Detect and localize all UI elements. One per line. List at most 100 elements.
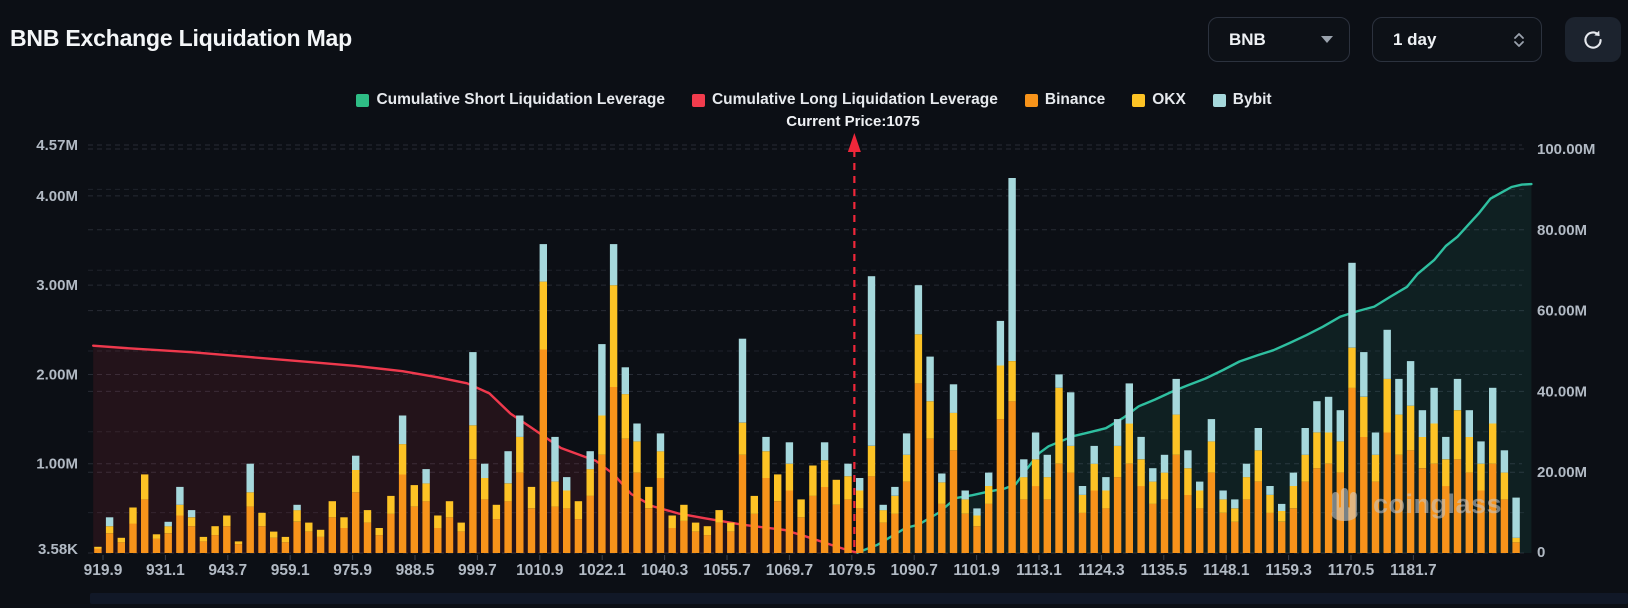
bar-segment-okx — [656, 451, 665, 478]
bar-segment-okx — [1254, 450, 1262, 482]
bar-segment-okx — [574, 501, 583, 520]
bar-segment-okx — [1078, 495, 1087, 513]
bar-segment-binance — [199, 541, 208, 553]
bar-segment-binance — [281, 542, 290, 553]
bar-segment-bybit — [1324, 396, 1333, 433]
bar-segment-okx — [1242, 477, 1251, 500]
current-price-marker — [847, 133, 861, 553]
legend-swatch-bybit — [1212, 93, 1226, 107]
bar-segment-bybit — [914, 285, 923, 335]
bar-segment-okx — [1067, 445, 1075, 473]
bar-segment-okx — [844, 476, 852, 500]
svg-text:100.00M: 100.00M — [1537, 141, 1595, 158]
bar-segment-okx — [1383, 378, 1391, 433]
bar-segment-binance — [996, 419, 1005, 553]
bar-segment-bybit — [1512, 497, 1520, 538]
svg-text:959.1: 959.1 — [271, 562, 310, 579]
bar-segment-binance — [844, 499, 852, 553]
bar-segment-binance — [1125, 463, 1133, 553]
axis-labels: 4.57M 4.00M 3.00M 2.00M 1.00M 3.58K 100.00M 80.… — [36, 137, 1595, 579]
bar-segment-binance — [1008, 401, 1016, 553]
bar-segment-bybit — [539, 244, 547, 282]
bar-segment-bybit — [516, 415, 524, 437]
bar-segment-binance — [1500, 499, 1509, 553]
legend-item-cumulative-short[interactable]: Cumulative Short Liquidation Leverage — [356, 91, 665, 109]
bar-segment-bybit — [1430, 387, 1438, 424]
svg-text:1159.3: 1159.3 — [1265, 562, 1312, 579]
bar-segment-bybit — [1383, 329, 1391, 379]
bar-segment-binance — [117, 542, 125, 553]
bar-segment-binance — [363, 522, 372, 553]
svg-text:1170.5: 1170.5 — [1328, 562, 1375, 579]
bar-segment-okx — [985, 486, 993, 504]
bar-segment-bybit — [481, 463, 489, 478]
bar-segment-binance — [949, 450, 958, 553]
bar-segment-binance — [1160, 499, 1169, 553]
bar-segment-binance — [94, 548, 102, 553]
bar-segment-bybit — [1500, 450, 1509, 473]
bar-segment-binance — [527, 508, 536, 553]
bar-segment-bybit — [633, 423, 641, 442]
bar-segment-okx — [938, 482, 946, 504]
bar-segment-binance — [1231, 521, 1239, 553]
svg-text:999.7: 999.7 — [458, 562, 497, 579]
refresh-button[interactable] — [1565, 17, 1621, 62]
chart-scrollbar[interactable] — [90, 593, 1628, 604]
bar-segment-bybit — [187, 510, 196, 518]
bar-segment-okx — [457, 522, 465, 532]
bar-segment-okx — [633, 441, 641, 473]
bar-segment-binance — [762, 478, 770, 553]
bar-segment-binance — [715, 522, 723, 553]
bar-segment-binance — [820, 486, 829, 553]
svg-text:1124.3: 1124.3 — [1078, 562, 1125, 579]
bar-segment-bybit — [422, 469, 430, 484]
symbol-select[interactable]: BNB — [1208, 17, 1350, 62]
bar-segment-bybit — [1172, 378, 1180, 415]
bar-segment-okx — [293, 510, 301, 522]
bar-segment-okx — [762, 451, 770, 478]
bar-segment-okx — [1090, 463, 1098, 491]
bar-segment-bybit — [176, 486, 184, 505]
legend-item-okx[interactable]: OKX — [1132, 91, 1186, 109]
bar-segment-bybit — [246, 463, 254, 493]
bar-segment-bybit — [105, 517, 114, 527]
interval-select-value: 1 day — [1393, 29, 1437, 49]
bar-segment-bybit — [609, 244, 618, 286]
bar-segment-bybit — [961, 490, 969, 500]
bar-segment-bybit — [1125, 383, 1133, 424]
bar-segment-bybit — [1055, 374, 1063, 388]
bar-segment-binance — [1465, 472, 1473, 553]
bar-segment-okx — [129, 507, 137, 524]
legend-item-bybit[interactable]: Bybit — [1212, 91, 1272, 109]
bar-segment-binance — [1149, 503, 1157, 553]
legend-item-binance[interactable]: Binance — [1024, 91, 1105, 109]
svg-text:3.00M: 3.00M — [36, 277, 78, 294]
bar-segment-binance — [727, 531, 735, 553]
bar-segment-bybit — [891, 486, 899, 496]
bar-segment-binance — [1067, 472, 1075, 553]
bar-segment-binance — [246, 506, 254, 553]
bar-segment-binance — [1348, 387, 1356, 553]
interval-select[interactable]: 1 day — [1372, 17, 1542, 62]
bar-segment-binance — [398, 474, 407, 553]
bar-segment-bybit — [293, 504, 301, 511]
bar-segment-bybit — [1289, 472, 1298, 486]
bar-segment-binance — [1242, 499, 1251, 553]
bar-segment-binance — [1313, 468, 1321, 553]
bar-segment-binance — [539, 349, 547, 553]
bar-segment-binance — [1184, 495, 1192, 553]
bar-segment-okx — [481, 478, 489, 500]
bar-segment-bybit — [949, 384, 958, 413]
legend: Cumulative Short Liquidation Leverage Cu… — [0, 91, 1628, 109]
legend-item-cumulative-long[interactable]: Cumulative Long Liquidation Leverage — [691, 91, 998, 109]
bar-segment-okx — [469, 425, 477, 460]
bar-segment-okx — [598, 415, 606, 455]
bar-segment-okx — [352, 470, 360, 493]
chevron-up-down-icon — [1514, 32, 1524, 47]
svg-text:1135.5: 1135.5 — [1141, 562, 1188, 579]
bar-segment-binance — [1289, 508, 1298, 553]
bar-segment-binance — [832, 504, 840, 553]
svg-text:1040.3: 1040.3 — [641, 562, 689, 579]
bar-segment-binance — [352, 492, 360, 553]
